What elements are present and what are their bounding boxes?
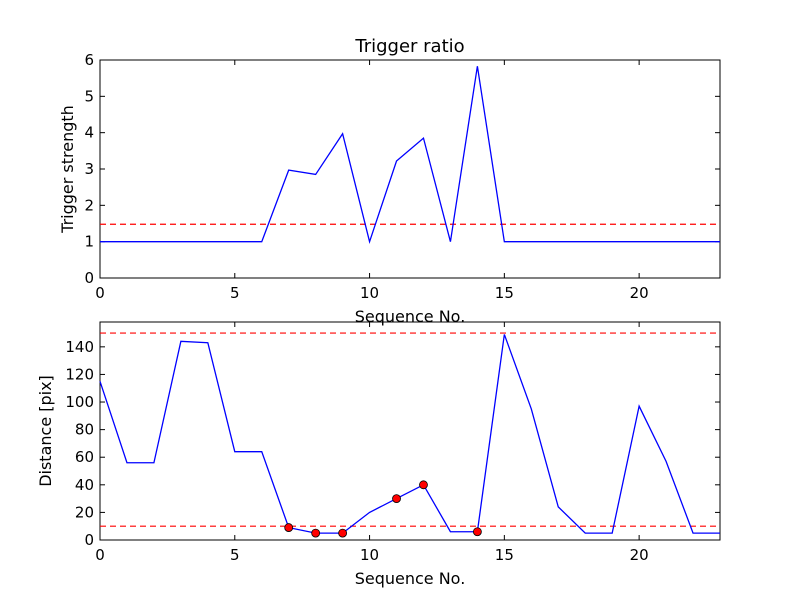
x-tick-label: 15: [495, 546, 514, 564]
y-tick-label: 5: [84, 87, 94, 105]
data-marker: [311, 528, 321, 538]
x-tick-label: 5: [230, 546, 240, 564]
y-tick-label: 0: [84, 269, 94, 287]
y-tick-label: 120: [65, 365, 94, 383]
x-tick-label: 10: [360, 284, 379, 302]
series-line: [99, 334, 720, 534]
data-marker: [338, 528, 348, 538]
plot-2: [99, 321, 721, 541]
y-tick-label: 0: [84, 531, 94, 549]
y-tick-label: 140: [65, 338, 94, 356]
plot-frame: [99, 59, 721, 279]
x-tick-label: 0: [95, 284, 105, 302]
y-tick-label: 20: [75, 503, 94, 521]
x-tick-label: 20: [630, 546, 649, 564]
chart-title: Trigger ratio: [354, 36, 464, 57]
y-axis-label: Trigger strength: [58, 105, 77, 234]
x-tick-label: 5: [230, 284, 240, 302]
y-tick-label: 40: [75, 476, 94, 494]
y-tick-label: 4: [84, 124, 94, 142]
x-tick-label: 15: [495, 284, 514, 302]
plot-1: [99, 59, 721, 279]
y-tick-label: 1: [84, 233, 94, 251]
x-axis-label: Sequence No.: [355, 569, 466, 588]
plot-frame: [99, 321, 721, 541]
x-tick-label: 0: [95, 546, 105, 564]
x-tick-label: 20: [630, 284, 649, 302]
y-tick-label: 80: [75, 421, 94, 439]
y-tick-label: 60: [75, 448, 94, 466]
y-tick-label: 3: [84, 160, 94, 178]
series-line: [100, 66, 720, 244]
y-tick-label: 6: [84, 51, 94, 69]
data-marker: [472, 527, 482, 537]
x-axis-label: Sequence No.: [355, 307, 466, 326]
data-marker: [284, 523, 294, 532]
x-tick-label: 10: [360, 546, 379, 564]
y-tick-label: 100: [65, 393, 94, 411]
data-marker: [419, 480, 428, 490]
y-tick-label: 2: [84, 196, 94, 214]
data-marker: [392, 494, 401, 504]
y-axis-label: Distance [pix]: [36, 375, 55, 487]
